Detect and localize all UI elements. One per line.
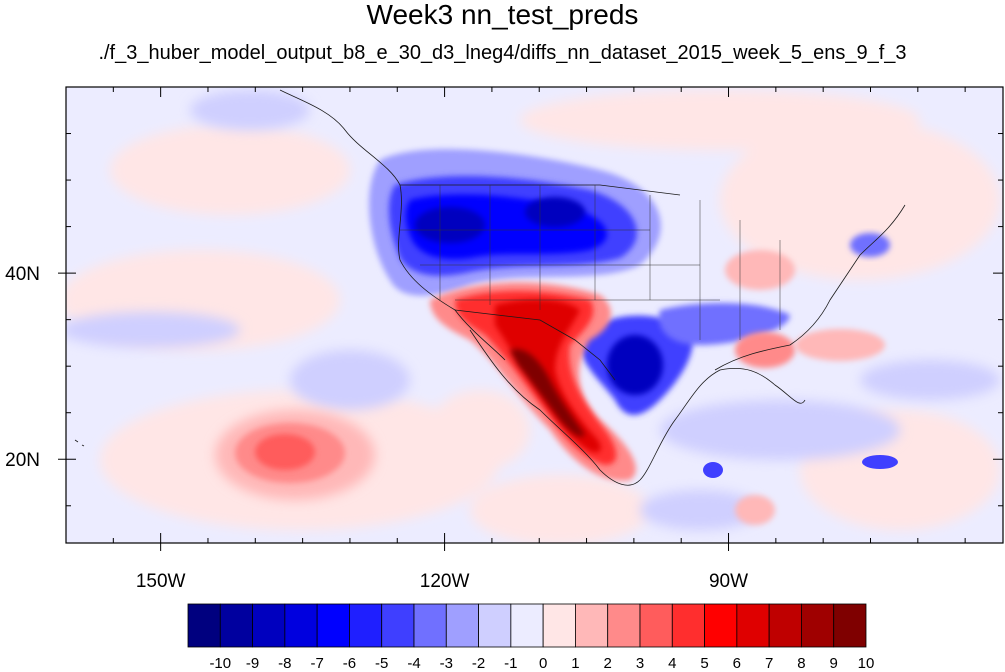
colorbar-swatch [575,603,609,648]
colorbar-swatch [349,603,383,648]
x-tick-label: 120W [420,571,470,592]
colorbar-label: -7 [310,655,323,672]
x-tick-label: 150W [136,571,186,592]
map-frame [65,86,1004,544]
colorbar-swatch [478,603,512,648]
colorbar-swatch [542,603,576,648]
colorbar-swatch [704,603,738,648]
colorbar-label: -2 [472,655,485,672]
colorbar-swatch [316,603,350,648]
weak-negative-zones [66,90,1000,530]
colorbar: -10 -9 -8 -7 -6 -5 -4 -3 -2 -1 0 1 2 3 4 5 6 7 8 9 10 [187,603,875,672]
positive-anomaly-southwest [430,250,885,481]
coastlines [74,89,906,486]
chart-subtitle: ./f_3_huber_model_output_b8_e_30_d3_lneg… [98,42,907,64]
colorbar-swatch [445,603,479,648]
colorbar-label: -4 [407,655,420,672]
colorbar-swatch [381,603,415,648]
anomaly-field [66,87,1003,543]
colorbar-label: 10 [858,655,875,672]
colorbar-label: -9 [246,655,259,672]
colorbar-swatch [639,603,673,648]
colorbar-swatch [284,603,318,648]
x-tick-label: 90W [709,571,748,592]
colorbar-label: -5 [375,655,388,672]
colorbar-label: -8 [278,655,291,672]
colorbar-swatch [671,603,705,648]
negative-anomaly-south [579,233,898,478]
state-borders [400,185,781,340]
y-tick-label: 40N [5,264,40,285]
axis-ticks [58,86,1003,551]
colorbar-label: 5 [700,655,708,672]
colorbar-swatch [736,603,770,648]
colorbar-swatch [768,603,802,648]
colorbar-label: 9 [830,655,838,672]
colorbar-label: 3 [636,655,644,672]
colorbar-label: 6 [733,655,741,672]
colorbar-label: 8 [797,655,805,672]
axis-labels: 150W 120W 90W 20N 40N [5,264,748,592]
colorbar-label: 7 [765,655,773,672]
y-tick-label: 20N [5,450,40,471]
colorbar-label: 4 [668,655,676,672]
colorbar-swatch [413,603,447,648]
colorbar-label: -10 [209,655,231,672]
colorbar-swatch [801,603,835,648]
colorbar-swatch [252,603,286,648]
chart-title: Week3 nn_test_preds [366,0,639,30]
colorbar-label: 0 [539,655,547,672]
positive-anomaly-pacific [215,410,775,525]
colorbar-label: -1 [504,655,517,672]
colorbar-label: -3 [440,655,453,672]
colorbar-swatch [607,603,641,648]
colorbar-label: 2 [604,655,612,672]
colorbar-label: -6 [343,655,356,672]
colorbar-label: 1 [571,655,579,672]
colorbar-swatch [187,603,221,648]
colorbar-swatch [833,603,867,648]
colorbar-swatch [219,603,253,648]
colorbar-swatch [510,603,544,648]
